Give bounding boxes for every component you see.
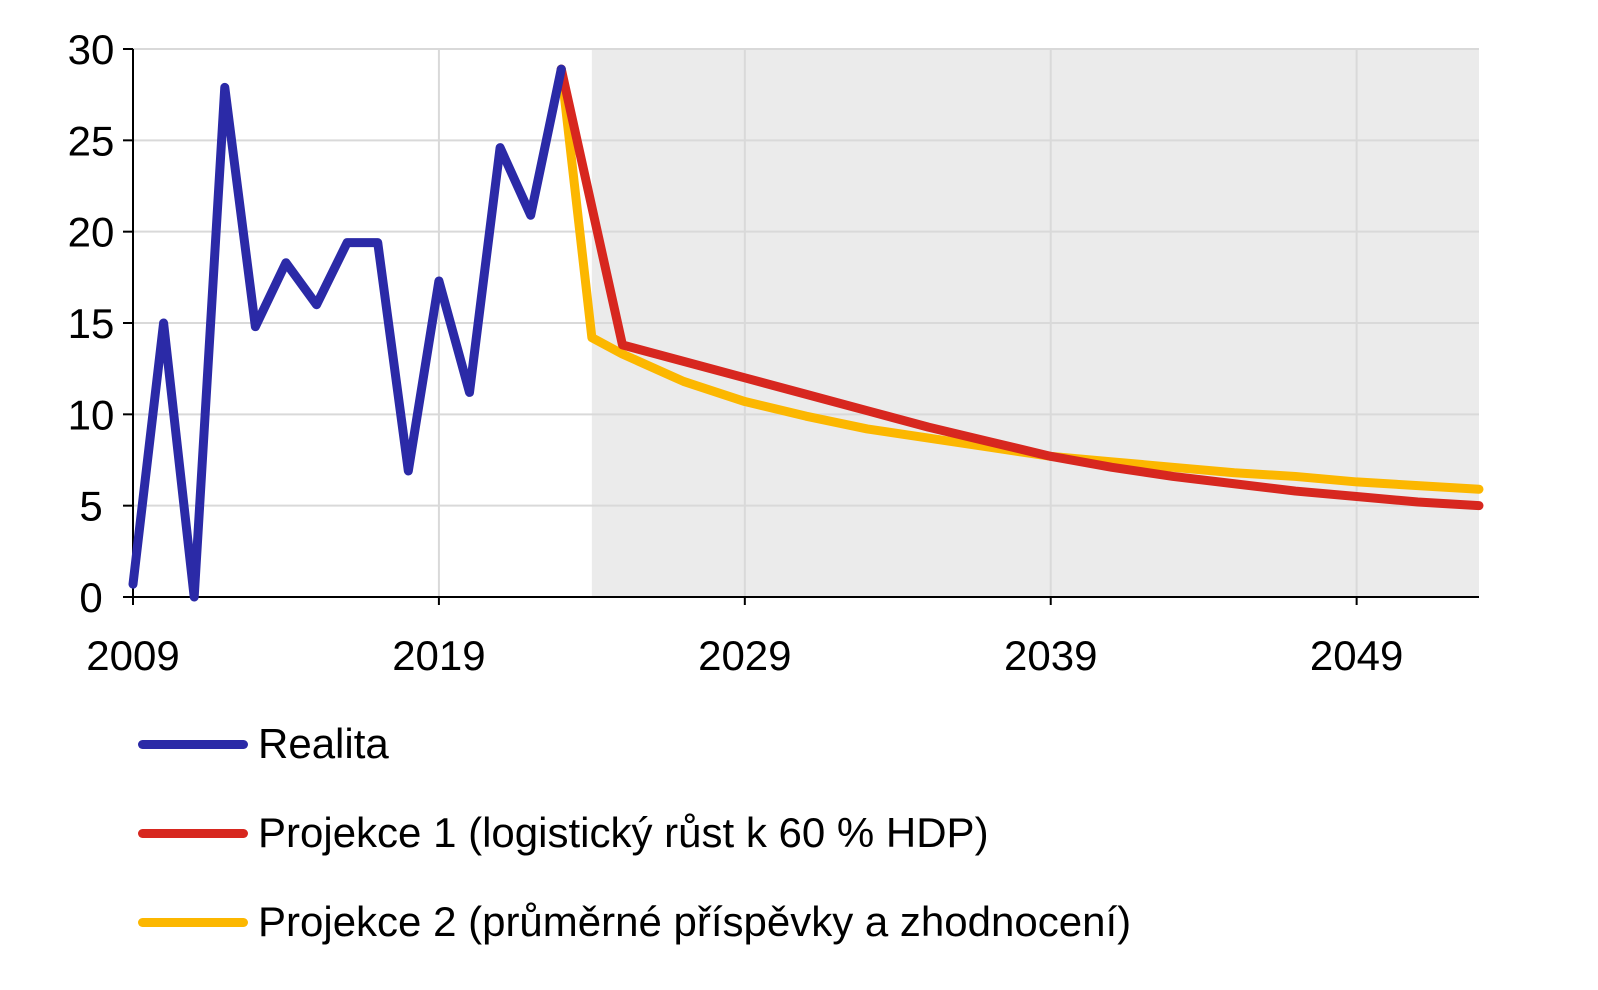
x-tick-label: 2039	[1004, 632, 1097, 679]
legend-item: Projekce 2 (průměrné příspěvky a zhodnoc…	[138, 898, 1131, 946]
y-tick-label: 0	[79, 574, 102, 621]
x-tick-label: 2049	[1310, 632, 1403, 679]
legend-swatch	[138, 828, 248, 838]
legend-item: Projekce 1 (logistický růst k 60 % HDP)	[138, 809, 989, 857]
y-tick-label: 25	[68, 117, 115, 164]
x-tick-label: 2009	[86, 632, 179, 679]
legend-swatch	[138, 739, 248, 749]
series-line-1	[556, 64, 1484, 511]
series-line-2	[556, 64, 1484, 494]
y-tick-label: 30	[68, 26, 115, 73]
legend-label: Projekce 2 (průměrné příspěvky a zhodnoc…	[258, 898, 1132, 945]
legend-label: Realita	[258, 720, 389, 767]
legend-item: Realita	[138, 720, 389, 768]
series-line-0	[128, 64, 566, 602]
x-tick-label: 2029	[698, 632, 791, 679]
x-tick-label: 2019	[392, 632, 485, 679]
y-tick-label: 15	[68, 300, 115, 347]
y-tick-label: 10	[68, 391, 115, 438]
y-tick-label: 5	[79, 483, 102, 530]
legend-swatch	[138, 917, 248, 927]
legend-label: Projekce 1 (logistický růst k 60 % HDP)	[258, 809, 989, 856]
y-tick-label: 20	[68, 209, 115, 256]
